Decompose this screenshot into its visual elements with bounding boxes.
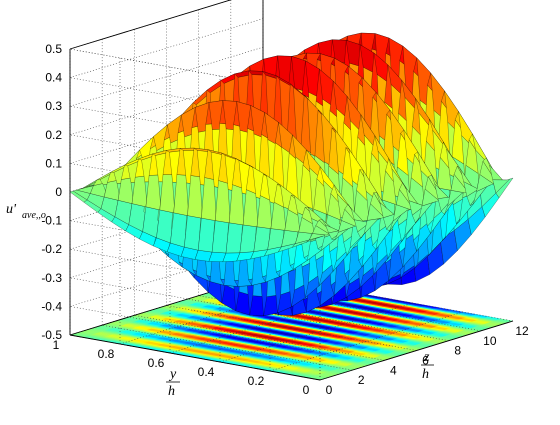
y-axis-label: y h [166, 367, 180, 399]
z-tick-label: 0.5 [45, 42, 62, 56]
z-tick-label: 0.3 [45, 99, 62, 113]
z-tick-label: -0.5 [41, 328, 62, 342]
y-tick-label: 0.6 [148, 356, 165, 370]
grid-line-floor-y-3 [219, 302, 414, 363]
surface-mesh [69, 32, 514, 317]
y-tick-label: 0.4 [198, 365, 215, 379]
grid-line-back-z-0 [69, 0, 232, 50]
grid-line-floor-y-4 [269, 311, 464, 372]
grid-line-floor-x-5 [230, 285, 481, 332]
axis-box-edge-5 [69, 0, 232, 50]
y-tick-label: 0 [303, 383, 310, 397]
grid-line-back-z-1 [69, 18, 264, 78]
x-axis-label-denominator: h [422, 367, 429, 382]
z-tick-label: 0 [55, 185, 62, 199]
z-tick-label: 0.4 [45, 71, 62, 85]
z-tick-label: 0.1 [45, 156, 62, 170]
z-axis-label-main: u' [6, 202, 17, 217]
tick-labels: 0.5 0.4 0.3 0.2 0.1 0 -0.1 -0.2 -0.3 -0.4 -0.51 0.8… [41, 42, 529, 397]
grid-line-floor-x-4 [198, 295, 449, 341]
y-tick-label: 0.2 [248, 374, 265, 388]
y-tick-label: 0.8 [98, 347, 115, 361]
y-tick-label: 1 [53, 338, 60, 352]
grid-line-left-z-8 [69, 277, 321, 324]
x-tick-label: 12 [515, 324, 529, 338]
z-tick-label: -0.1 [41, 214, 62, 228]
z-tick-label: -0.2 [41, 242, 62, 256]
y-axis-label-numerator: y [168, 367, 177, 382]
x-tick-label: 0 [326, 383, 333, 397]
z-axis-label: u' ave,,o [6, 202, 46, 221]
x-axis-label: z h [421, 350, 434, 382]
z-axis-label-sub: ave,,o [22, 210, 46, 221]
surface-cell [495, 177, 514, 199]
axis-box-edge-1 [69, 334, 321, 381]
x-tick-label: 8 [454, 344, 461, 358]
grid-line-floor-x-1 [102, 324, 353, 371]
x-tick-label: 4 [390, 363, 397, 377]
z-tick-label: -0.4 [41, 299, 62, 313]
axis-box-edge-0 [319, 320, 514, 381]
grid-line-left-z-9 [69, 306, 321, 352]
z-tick-label: 0.2 [45, 128, 62, 142]
x-tick-label: 6 [422, 354, 429, 368]
grid-line-floor-x-2 [134, 315, 385, 361]
grid-line-floor-x-6 [262, 275, 514, 322]
x-tick-label: 10 [483, 334, 497, 348]
x-tick-label: 2 [358, 373, 365, 387]
x-axis-label-numerator: z [423, 350, 430, 365]
y-axis-label-denominator: h [168, 384, 175, 399]
z-tick-label: -0.3 [41, 271, 62, 285]
grid-line-floor-x-3 [166, 305, 417, 351]
